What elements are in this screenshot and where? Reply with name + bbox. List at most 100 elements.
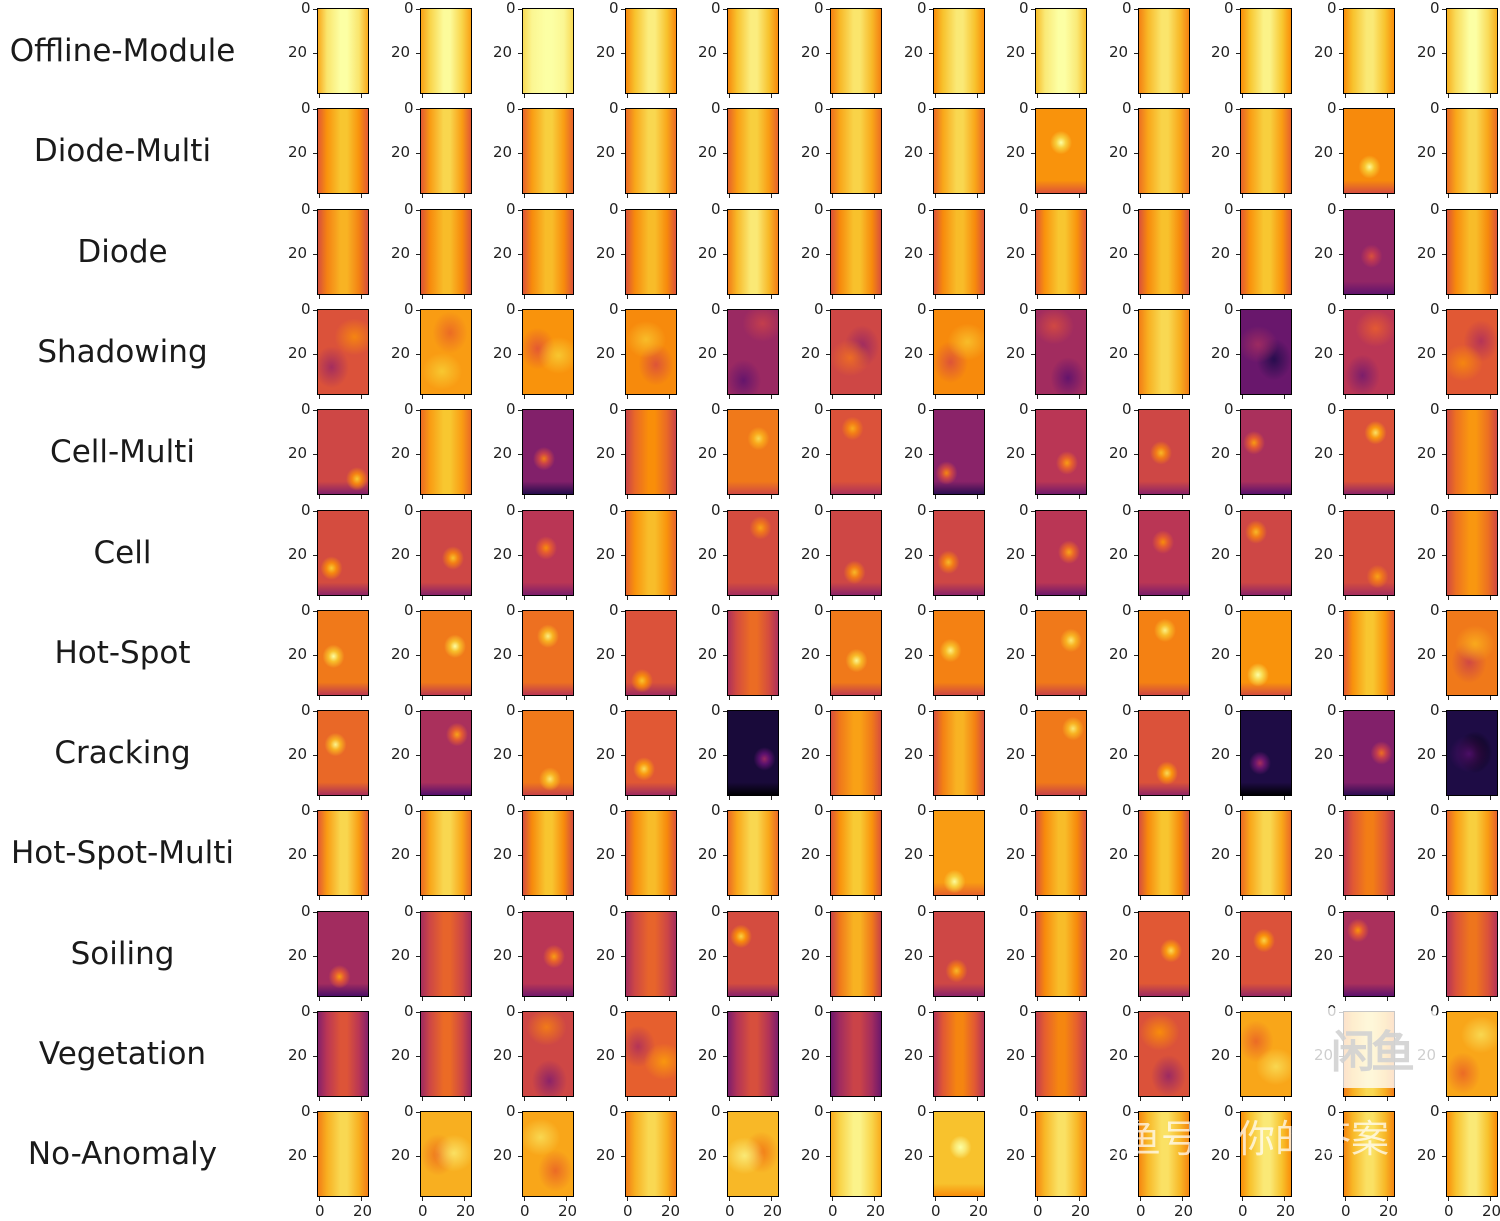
x-tick-label: 0	[1444, 1202, 1454, 1221]
y-tick-label: 20	[596, 343, 616, 362]
thermal-image	[933, 208, 985, 295]
y-tick-mark	[1031, 209, 1035, 211]
thermal-image	[522, 810, 574, 897]
y-tick-mark	[1339, 554, 1343, 556]
x-tick-mark	[1140, 194, 1141, 199]
y-tick-mark	[1031, 109, 1035, 111]
y-tick-label: 0	[301, 0, 311, 17]
x-tick-mark	[874, 796, 875, 801]
y-tick-mark	[826, 209, 830, 211]
y-tick-mark	[621, 9, 625, 10]
x-tick-mark	[1387, 1097, 1388, 1101]
y-tick-label: 20	[596, 1046, 616, 1064]
y-tick-mark	[826, 554, 830, 556]
y-tick-mark	[1236, 53, 1240, 54]
x-tick-mark	[1490, 394, 1491, 399]
y-tick-label: 0	[711, 600, 721, 619]
y-tick-label: 0	[609, 500, 619, 519]
y-tick-mark	[416, 1012, 420, 1013]
x-tick-mark	[1387, 495, 1388, 500]
x-tick-mark	[1284, 996, 1285, 1001]
x-tick-mark	[771, 94, 772, 98]
y-tick-mark	[1031, 309, 1035, 311]
y-tick-mark	[518, 153, 522, 155]
y-tick-label: 0	[506, 701, 516, 720]
x-tick-mark	[1140, 294, 1141, 299]
x-tick-mark	[319, 1197, 320, 1202]
y-tick-mark	[416, 510, 420, 512]
y-tick-label: 20	[288, 845, 308, 864]
watermark-caption: 闲鱼号：你的答案	[1085, 1117, 1390, 1161]
x-tick-mark	[1490, 595, 1491, 600]
x-tick-mark	[935, 1197, 936, 1202]
x-tick-mark	[1242, 1097, 1243, 1101]
x-tick-mark	[977, 1197, 978, 1202]
y-tick-mark	[621, 410, 625, 412]
thermal-image	[1446, 208, 1498, 295]
y-tick-label: 20	[1006, 845, 1026, 864]
x-tick-mark	[771, 1197, 772, 1202]
y-tick-mark	[621, 811, 625, 813]
y-tick-mark	[621, 353, 625, 355]
thermal-image	[522, 710, 574, 797]
thermal-image	[1343, 8, 1395, 94]
y-tick-label: 0	[1430, 299, 1440, 318]
y-tick-mark	[826, 654, 830, 656]
x-tick-mark	[1182, 394, 1183, 399]
x-tick-mark	[669, 495, 670, 500]
y-tick-mark	[1339, 610, 1343, 612]
y-tick-mark	[723, 9, 727, 10]
y-tick-label: 0	[1430, 500, 1440, 519]
y-tick-label: 20	[1109, 644, 1129, 663]
y-tick-label: 20	[493, 444, 513, 463]
y-tick-label: 0	[301, 99, 311, 118]
y-tick-label: 20	[1417, 43, 1437, 61]
y-tick-mark	[1031, 610, 1035, 612]
y-tick-mark	[826, 9, 830, 10]
thermal-image	[1240, 208, 1292, 295]
y-tick-label: 20	[801, 343, 821, 362]
y-tick-mark	[313, 711, 317, 713]
y-tick-mark	[1236, 955, 1240, 957]
y-tick-mark	[518, 9, 522, 10]
y-tick-label: 0	[814, 701, 824, 720]
y-tick-label: 0	[609, 701, 619, 720]
x-tick-mark	[669, 695, 670, 700]
x-tick-mark	[1284, 1097, 1285, 1101]
x-tick-mark	[1079, 1197, 1080, 1202]
y-tick-mark	[929, 654, 933, 656]
thermal-image	[522, 609, 574, 696]
x-tick-mark	[1037, 595, 1038, 600]
y-tick-label: 0	[1122, 500, 1132, 519]
thermal-image	[522, 308, 574, 395]
y-tick-label: 20	[904, 1046, 924, 1064]
y-tick-mark	[313, 1012, 317, 1013]
y-tick-mark	[929, 1112, 933, 1114]
y-tick-mark	[929, 510, 933, 512]
y-tick-mark	[1236, 410, 1240, 412]
x-tick-mark	[1242, 695, 1243, 700]
y-tick-label: 0	[1430, 701, 1440, 720]
y-tick-label: 20	[1006, 43, 1026, 61]
y-tick-label: 20	[1006, 544, 1026, 563]
y-tick-label: 0	[301, 600, 311, 619]
y-tick-mark	[1442, 353, 1446, 355]
y-tick-label: 20	[1109, 1146, 1129, 1165]
y-tick-mark	[1339, 253, 1343, 255]
y-tick-label: 0	[814, 1102, 824, 1121]
y-tick-mark	[416, 955, 420, 957]
y-tick-label: 20	[1109, 43, 1129, 61]
x-tick-mark	[422, 996, 423, 1001]
x-tick-mark	[1448, 94, 1449, 98]
y-tick-mark	[313, 554, 317, 556]
y-tick-mark	[826, 309, 830, 311]
y-tick-label: 20	[1006, 745, 1026, 764]
y-tick-mark	[1442, 309, 1446, 311]
thermal-image	[625, 810, 677, 897]
y-tick-label: 20	[904, 1146, 924, 1165]
y-tick-label: 0	[711, 99, 721, 118]
thermal-image	[420, 609, 472, 696]
y-tick-mark	[1442, 755, 1446, 757]
x-tick-mark	[1490, 796, 1491, 801]
x-tick-mark	[832, 94, 833, 98]
